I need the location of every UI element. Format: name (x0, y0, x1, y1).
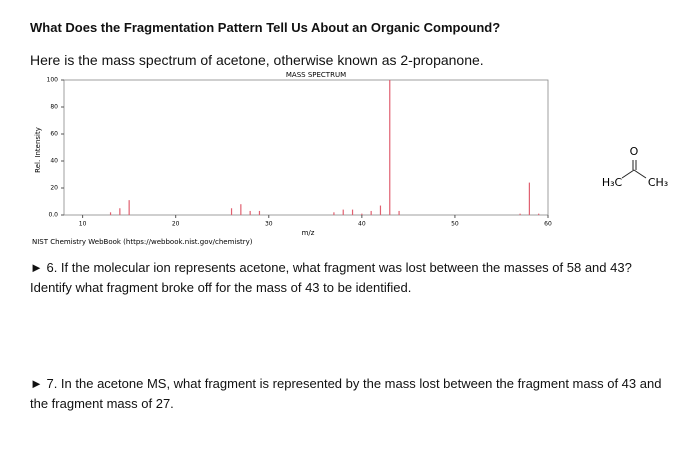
x-axis-label: m/z (302, 229, 315, 237)
title: What Does the Fragmentation Pattern Tell… (30, 20, 501, 35)
x-tick-label: 60 (544, 221, 552, 228)
plot-frame (63, 79, 549, 216)
source: NIST Chemistry WebBook (https://webbook.… (32, 238, 253, 246)
atom-label: H₃C (602, 176, 623, 189)
atom-label: O (630, 145, 639, 158)
x-tick-label: 30 (265, 221, 273, 228)
y-tick-label: 0.0 (48, 212, 58, 219)
x-tick-label: 50 (451, 221, 459, 228)
intro: Here is the mass spectrum of acetone, ot… (30, 52, 484, 68)
x-tick-label: 20 (172, 221, 180, 228)
y-tick-label: 100 (47, 77, 59, 84)
atom-label: CH₃ (648, 176, 668, 189)
x-tick-label: 10 (79, 221, 87, 228)
y-tick-label: 40 (50, 158, 58, 165)
y-tick-label: 60 (50, 131, 58, 138)
y-tick-label: 80 (50, 104, 58, 111)
bond (633, 169, 647, 179)
question: ► 6. If the molecular ion represents ace… (30, 260, 632, 295)
bond (621, 169, 635, 179)
chart-title: MASS SPECTRUM (286, 71, 346, 79)
question: ► 7. In the acetone MS, what fragment is… (30, 376, 662, 411)
x-tick-label: 40 (358, 221, 366, 228)
y-axis-label: Rel. Intensity (34, 127, 42, 173)
y-tick-label: 20 (50, 185, 58, 192)
